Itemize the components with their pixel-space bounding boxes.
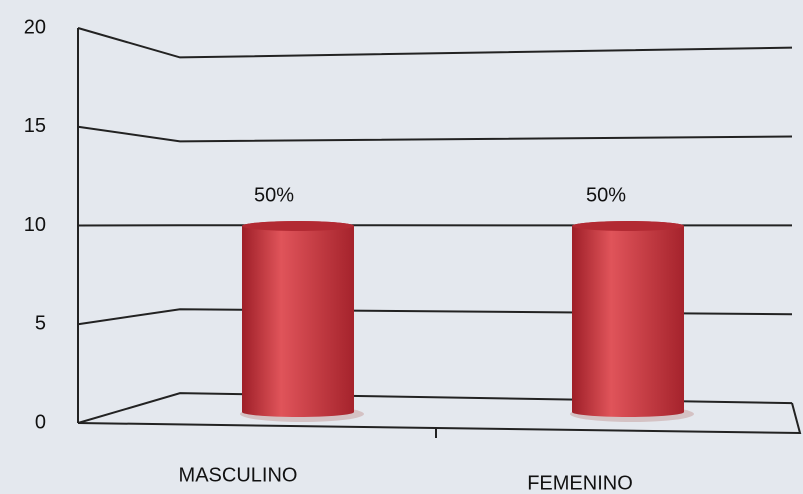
bar xyxy=(572,221,684,417)
floor-edge xyxy=(77,402,802,435)
bar xyxy=(242,221,354,417)
value-label: 50% xyxy=(254,184,294,206)
x-tick-label: MASCULINO xyxy=(179,464,298,486)
y-tick-label: 10 xyxy=(24,214,46,236)
y-tick-label: 0 xyxy=(35,411,46,433)
bar-top xyxy=(572,221,684,231)
grid-line xyxy=(77,27,793,59)
value-label: 50% xyxy=(586,184,626,206)
y-tick-label: 5 xyxy=(35,313,46,335)
y-tick-label: 15 xyxy=(24,115,46,137)
grid-line xyxy=(77,125,793,143)
bar-top xyxy=(242,221,354,231)
y-tick-label: 20 xyxy=(24,16,46,38)
x-tick-label: FEMENINO xyxy=(527,472,633,494)
